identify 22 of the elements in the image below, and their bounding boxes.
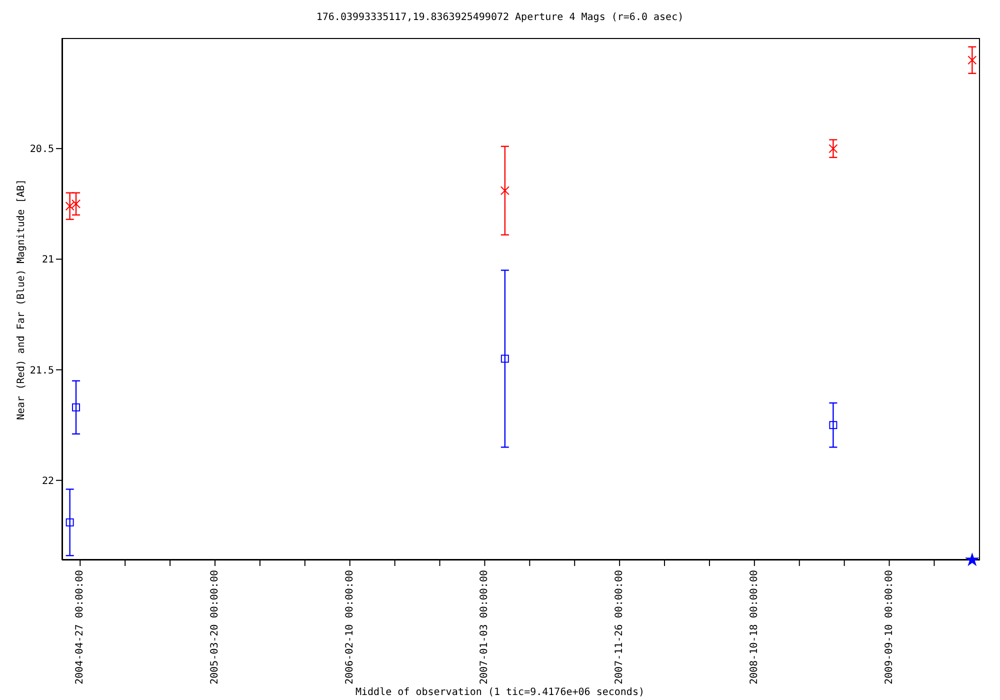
y-tick-label: 21.5 xyxy=(30,365,54,376)
point xyxy=(964,552,980,566)
x-tick-label: 2004-04-27 00:00:00 xyxy=(74,570,86,684)
x-tick-label: 2007-01-03 00:00:00 xyxy=(479,570,490,684)
x-tick-label: 2009-09-10 00:00:00 xyxy=(884,570,895,684)
x-tick-label: 2006-02-10 00:00:00 xyxy=(344,570,356,684)
y-tick-label: 21 xyxy=(42,254,54,266)
chart-title: 176.03993335117,19.8363925499072 Aperture 4 Mags (r=6.0 asec) xyxy=(315,12,685,23)
point xyxy=(500,186,510,196)
point xyxy=(72,403,80,412)
point xyxy=(968,56,977,65)
point xyxy=(66,518,74,526)
point xyxy=(829,421,838,430)
y-axis-title: Near (Red) and Far (Blue) Magnitude [AB] xyxy=(16,178,27,420)
y-tick-label: 20.5 xyxy=(30,144,54,156)
x-tick-label: 2007-11-26 00:00:00 xyxy=(614,570,626,684)
x-tick-label: 2005-03-20 00:00:00 xyxy=(210,570,220,684)
point xyxy=(828,144,838,154)
x-tick-label: 2008-10-18 00:00:00 xyxy=(748,570,760,684)
y-tick-label: 22 xyxy=(42,476,54,487)
x-axis-title: Middle of observation (1 tic=9.4176e+06 seconds) xyxy=(354,687,646,698)
point xyxy=(500,354,509,363)
